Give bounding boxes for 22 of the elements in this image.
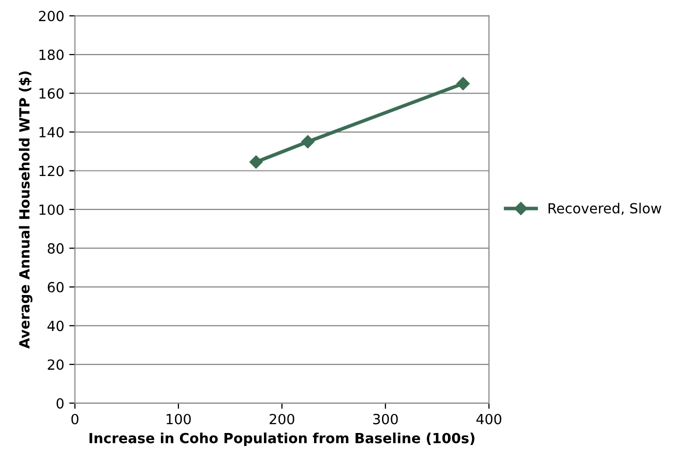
- point: [301, 135, 314, 148]
- y-tick-label: 180: [40, 50, 64, 60]
- y-tick-label: 20: [48, 359, 64, 370]
- x-tick-label: 200: [270, 414, 294, 424]
- y-tick-label: 80: [48, 243, 64, 254]
- y-tick-label: 100: [40, 204, 64, 215]
- y-tick-label: 140: [40, 126, 64, 138]
- y-axis-title: Average Annual Household WTP ($): [18, 71, 32, 349]
- x-tick-label: 300: [373, 414, 398, 424]
- y-tick-label: 40: [48, 320, 64, 332]
- x-tick-label: 0: [71, 414, 78, 424]
- x-tick-label: 100: [166, 414, 191, 424]
- x-tick-label: 400: [476, 414, 502, 424]
- y-tick-label: 0: [56, 398, 64, 409]
- y-tick-label: 200: [39, 10, 64, 22]
- y-tick-label: 120: [40, 166, 64, 176]
- y-tick-label: 60: [48, 282, 64, 292]
- legend-label: Recovered, Slow: [548, 202, 662, 215]
- x-axis-title: Increase in Coho Population from Baseline (100s): [90, 432, 474, 446]
- y-tick-label: 160: [40, 88, 64, 99]
- point: [456, 77, 470, 90]
- point: [249, 155, 263, 169]
